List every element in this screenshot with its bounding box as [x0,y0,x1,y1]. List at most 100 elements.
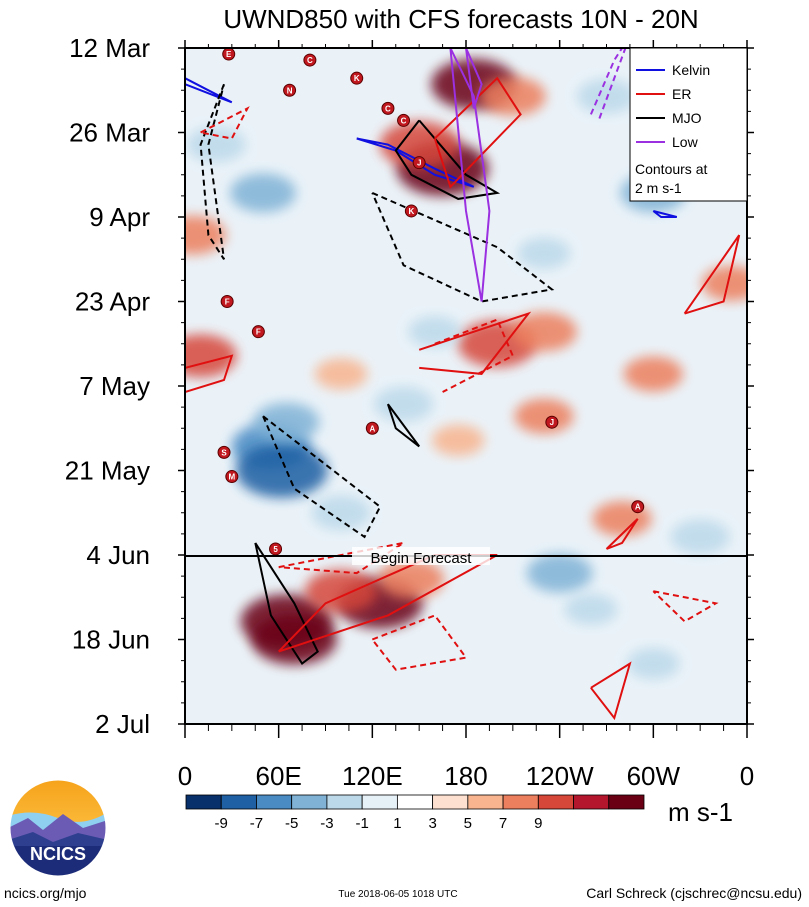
colorbar-swatch [502,794,539,810]
colorbar-tick-label: 9 [534,815,542,832]
anomaly-blob [623,356,684,392]
storm-marker-icon [412,156,426,170]
anomaly-blob [185,215,226,255]
low-contour [465,48,483,109]
colorbar-swatch [326,794,363,810]
x-tick-label: 0 [178,761,192,791]
anomaly-blob [373,386,434,422]
anomaly-blob [511,312,577,352]
kelvin-contour [185,77,233,104]
legend-note-line2: 2 m s-1 [635,180,682,196]
er-contour [418,311,532,375]
anomaly-blob [314,358,368,390]
colorbar-swatch [608,794,645,810]
colorbar-swatch [185,794,222,810]
storm-marker-label: K [354,74,360,83]
y-tick-label: 2 Jul [95,709,150,739]
storm-marker-label: K [408,207,414,216]
legend-label: MJO [672,110,702,126]
anomaly-blob [626,647,680,680]
logo-text: NCICS [30,844,86,864]
mjo-contour [394,119,501,200]
x-axis: 0 60E 120E 180 120W 60W 0 [178,40,754,791]
kelvin-contour [652,210,678,218]
y-tick-label: 18 Jun [72,625,150,655]
mjo-contour [386,403,421,448]
anomaly-blob [408,315,462,348]
er-contour [683,234,741,315]
er-contour [434,318,515,393]
anomaly-blob [378,559,445,599]
storm-marker-icon [350,71,364,85]
legend-note-line1: Contours at [635,161,707,177]
storm-marker-icon [631,500,645,514]
forecast-label: Begin Forecast [371,550,473,567]
mjo-contour [199,83,225,260]
anomaly-blob [304,569,378,613]
colorbar-swatch [537,794,574,810]
storm-marker-icon [217,445,231,459]
storm-marker-icon [381,101,395,115]
storm-marker-icon [397,113,411,127]
y-tick-label: 4 Jun [86,540,150,570]
colorbar-tick-label: -5 [285,815,298,832]
storm-marker-label: M [228,473,235,482]
colorbar-tick-label: -1 [355,815,368,832]
mjo-contour [254,542,319,666]
storm-marker-label: E [226,50,232,59]
x-tick-label: 60W [627,761,681,791]
storm-marker-icon [283,83,297,97]
colorbar-tick-label: -3 [320,815,333,832]
storm-marker-label: 5 [273,545,278,554]
anomaly-blob [253,402,320,442]
y-tick-label: 9 Apr [89,202,150,232]
storm-marker-label: C [385,104,391,113]
y-axis: 12 Mar 26 Mar 9 Apr 23 Apr 7 May 21 May 4 Jun 1… [65,33,754,739]
storm-marker-label: C [401,116,407,125]
colorbar-units: m s-1 [668,797,733,827]
y-tick-label: 26 Mar [69,118,150,148]
anomaly-blob [311,495,371,531]
storm-marker-label: J [417,159,421,168]
footer-timestamp: Tue 2018-06-05 1018 UTC [338,889,457,900]
y-tick-label: 23 Apr [75,287,151,317]
anomaly-blob [517,237,571,269]
colorbar-tick-label: -9 [215,815,228,832]
chart-title: UWND850 with CFS forecasts 10N - 20N [223,4,698,34]
low-contour [589,48,627,121]
mjo-contour [262,415,382,539]
colorbar: -9 -7 -5 -3 -1 1 3 5 7 9 [185,794,645,832]
storm-marker-icon [225,470,239,484]
y-tick-label: 7 May [79,371,150,401]
legend-label: Kelvin [672,62,710,78]
storm-marker-icon [545,415,559,429]
storm-marker-icon [220,295,234,308]
low-contour [449,48,491,302]
anomaly-blob [230,173,296,213]
storm-marker-label: F [256,328,261,337]
forecast-label-background [352,547,490,565]
anomaly-blob [526,553,593,593]
storm-marker-label: A [369,424,375,433]
storm-marker-label: A [635,503,641,512]
er-contour [652,590,719,623]
anomaly-blob [185,334,237,378]
er-contour [200,106,250,140]
colorbar-tick-label: 5 [464,815,472,832]
storm-track-markers: E C N K C C J K F F A J S M A 5 [217,48,645,556]
footer-left[interactable]: ncics.org/mjo [4,885,87,901]
ncics-logo: NCICS [9,779,107,877]
x-tick-label: 60E [256,761,302,791]
legend: Kelvin ER MJO Low Contours at 2 m s-1 [629,47,748,202]
er-contour [590,661,632,721]
colorbar-swatch [432,794,469,810]
storm-marker-icon [365,421,379,435]
storm-marker-label: F [225,298,230,307]
anomaly-blob [431,424,485,457]
anomaly-blob [514,398,574,434]
er-contour [605,518,639,550]
colorbar-swatch [361,794,398,810]
anomaly-blob [186,126,246,163]
x-tick-label: 0 [740,761,754,791]
